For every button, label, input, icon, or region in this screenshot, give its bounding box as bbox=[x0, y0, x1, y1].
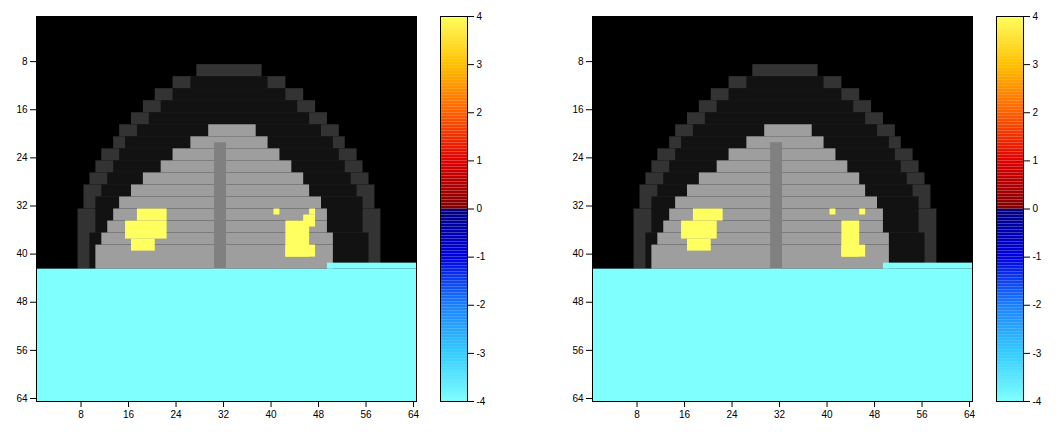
svg-text:4: 4 bbox=[477, 11, 483, 22]
svg-text:2: 2 bbox=[477, 107, 483, 118]
svg-text:-3: -3 bbox=[477, 348, 486, 359]
svg-text:24: 24 bbox=[170, 409, 182, 420]
svg-text:48: 48 bbox=[572, 296, 584, 307]
svg-text:24: 24 bbox=[572, 152, 584, 163]
svg-text:2: 2 bbox=[1033, 107, 1039, 118]
svg-text:64: 64 bbox=[572, 393, 584, 404]
svg-text:64: 64 bbox=[16, 393, 28, 404]
svg-text:64: 64 bbox=[408, 409, 420, 420]
svg-text:1: 1 bbox=[477, 155, 483, 166]
svg-text:48: 48 bbox=[16, 296, 28, 307]
svg-text:24: 24 bbox=[726, 409, 738, 420]
svg-text:3: 3 bbox=[1033, 59, 1039, 70]
svg-text:32: 32 bbox=[572, 200, 584, 211]
svg-text:56: 56 bbox=[916, 409, 928, 420]
svg-text:40: 40 bbox=[16, 248, 28, 259]
svg-text:-3: -3 bbox=[1033, 348, 1042, 359]
svg-text:56: 56 bbox=[572, 345, 584, 356]
svg-text:8: 8 bbox=[634, 409, 640, 420]
svg-text:64: 64 bbox=[964, 409, 976, 420]
svg-text:1: 1 bbox=[1033, 155, 1039, 166]
svg-text:-2: -2 bbox=[477, 299, 486, 310]
svg-text:-4: -4 bbox=[1033, 396, 1042, 407]
svg-text:40: 40 bbox=[821, 409, 833, 420]
svg-text:24: 24 bbox=[16, 152, 28, 163]
svg-text:56: 56 bbox=[16, 345, 28, 356]
svg-text:40: 40 bbox=[265, 409, 277, 420]
svg-text:4: 4 bbox=[1033, 11, 1039, 22]
svg-text:48: 48 bbox=[313, 409, 325, 420]
svg-text:-4: -4 bbox=[477, 396, 486, 407]
svg-text:16: 16 bbox=[679, 409, 691, 420]
svg-text:8: 8 bbox=[78, 409, 84, 420]
svg-text:8: 8 bbox=[578, 56, 584, 67]
svg-text:-1: -1 bbox=[1033, 251, 1042, 262]
svg-text:32: 32 bbox=[16, 200, 28, 211]
svg-text:3: 3 bbox=[477, 59, 483, 70]
svg-text:-2: -2 bbox=[1033, 299, 1042, 310]
svg-text:48: 48 bbox=[869, 409, 881, 420]
svg-text:40: 40 bbox=[572, 248, 584, 259]
svg-text:-1: -1 bbox=[477, 251, 486, 262]
svg-text:8: 8 bbox=[22, 56, 28, 67]
svg-text:32: 32 bbox=[774, 409, 786, 420]
svg-text:56: 56 bbox=[360, 409, 372, 420]
svg-text:0: 0 bbox=[1033, 203, 1039, 214]
svg-text:16: 16 bbox=[572, 104, 584, 115]
svg-text:32: 32 bbox=[218, 409, 230, 420]
svg-text:16: 16 bbox=[123, 409, 135, 420]
svg-text:16: 16 bbox=[16, 104, 28, 115]
svg-text:0: 0 bbox=[477, 203, 483, 214]
